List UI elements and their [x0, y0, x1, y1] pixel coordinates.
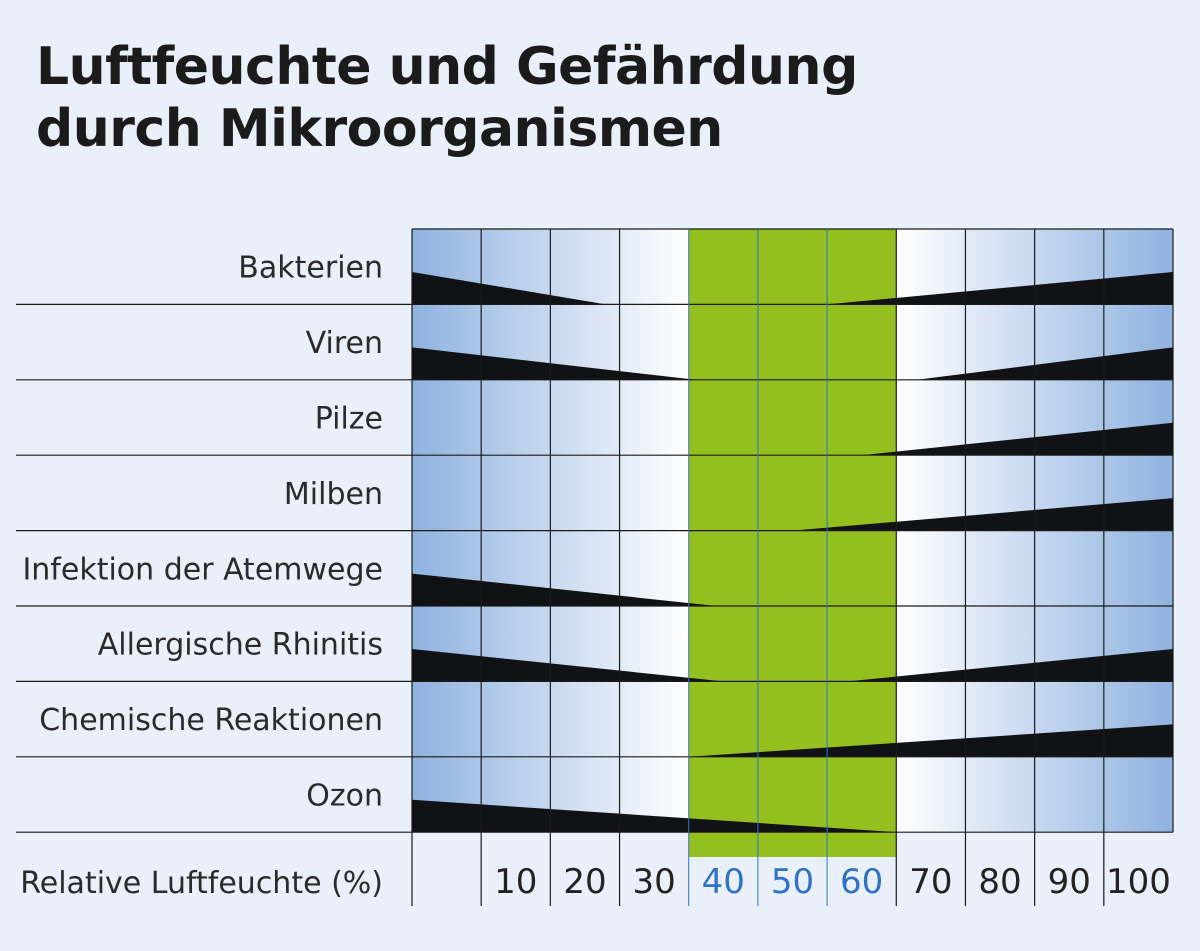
x-tick-90: 90	[1048, 862, 1091, 902]
risk-wedge-high-viren	[917, 347, 1173, 380]
risk-wedges-layer	[412, 271, 1173, 833]
risk-wedge-low-viren	[412, 347, 696, 380]
row-label-ozon: Ozon	[306, 779, 383, 814]
x-tick-10: 10	[494, 862, 537, 902]
x-tick-70: 70	[909, 862, 952, 902]
risk-wedge-high-pilze	[861, 422, 1173, 456]
risk-wedge-high-milben	[792, 498, 1173, 531]
row-label-bakterien: Bakterien	[238, 251, 383, 286]
risk-wedge-high-bakterien	[827, 271, 1173, 305]
chart-title-line-2: durch Mikroorganismen	[36, 99, 723, 159]
row-label-infektion-der-atemwege: Infektion der Atemwege	[22, 552, 383, 587]
row-label-milben: Milben	[284, 477, 383, 512]
x-tick-100: 100	[1106, 862, 1171, 902]
chart-title: Luftfeuchte und Gefährdung durch Mikroor…	[36, 36, 858, 160]
x-tick-50: 50	[771, 862, 814, 902]
x-tick-40: 40	[702, 862, 745, 902]
row-label-pilze: Pilze	[315, 402, 383, 437]
risk-wedge-low-allergische-rhinitis	[412, 648, 724, 682]
row-label-viren: Viren	[306, 326, 383, 361]
labels-layer: Bakterien Viren Pilze Milben Infektion der A…	[20, 251, 1171, 902]
background-layer	[412, 229, 1173, 857]
x-tick-80: 80	[978, 862, 1021, 902]
row-label-allergische-rhinitis: Allergische Rhinitis	[98, 628, 383, 663]
chart-title-line-1: Luftfeuchte und Gefährdung	[36, 37, 858, 97]
x-axis-label: Relative Luftfeuchte (%)	[20, 866, 383, 901]
optimal-humidity-band	[688, 229, 897, 857]
grid-layer	[16, 228, 1174, 906]
risk-wedge-high-chemische-reaktionen	[688, 724, 1173, 757]
risk-wedge-high-allergische-rhinitis	[847, 648, 1173, 682]
risk-wedge-low-ozon	[412, 799, 897, 833]
x-tick-20: 20	[563, 862, 606, 902]
x-tick-60: 60	[840, 862, 883, 902]
risk-wedge-low-infektion-der-atemwege	[412, 573, 717, 606]
x-tick-30: 30	[633, 862, 676, 902]
row-label-chemische-reaktionen: Chemische Reaktionen	[39, 703, 383, 738]
risk-wedge-low-bakterien	[412, 271, 606, 305]
